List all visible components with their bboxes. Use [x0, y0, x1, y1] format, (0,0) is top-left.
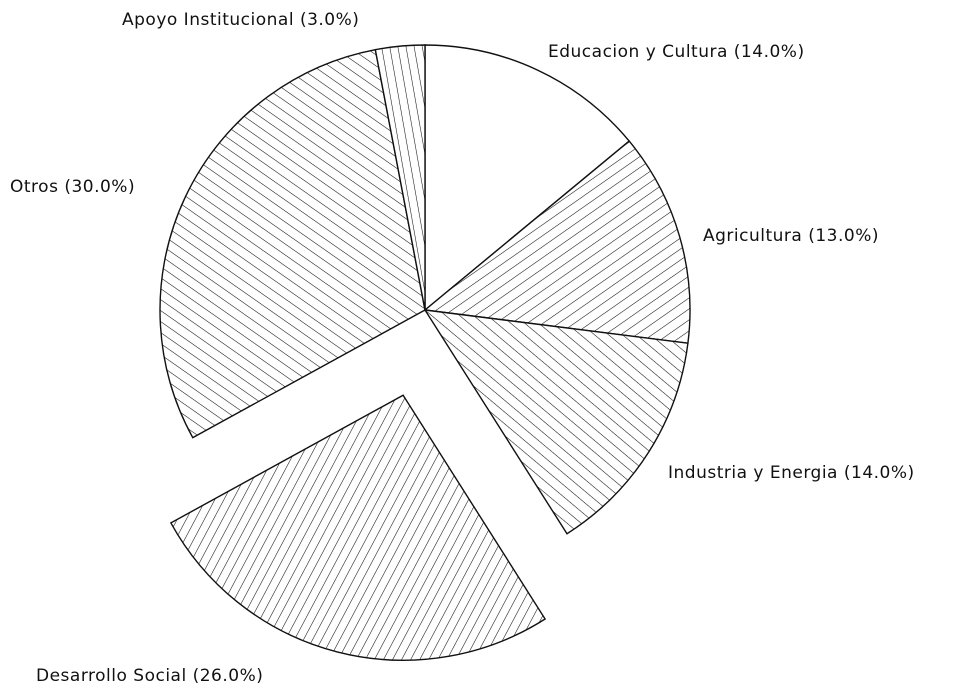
- slice-label: Otros (30.0%): [10, 177, 135, 197]
- slice-label: Industria y Energia (14.0%): [668, 463, 915, 483]
- pie-slice: [169, 394, 547, 661]
- slice-label: Educacion y Cultura (14.0%): [548, 42, 805, 62]
- slice-label: Agricultura (13.0%): [703, 226, 879, 246]
- slice-label: Desarrollo Social (26.0%): [36, 666, 263, 686]
- pie-slice: [424, 44, 631, 312]
- pie-slice: [423, 309, 689, 535]
- pie-slice: [423, 140, 691, 344]
- slice-label: Apoyo Institucional (3.0%): [122, 10, 359, 30]
- pie-slice: [374, 44, 426, 311]
- pie-slice: [159, 48, 426, 439]
